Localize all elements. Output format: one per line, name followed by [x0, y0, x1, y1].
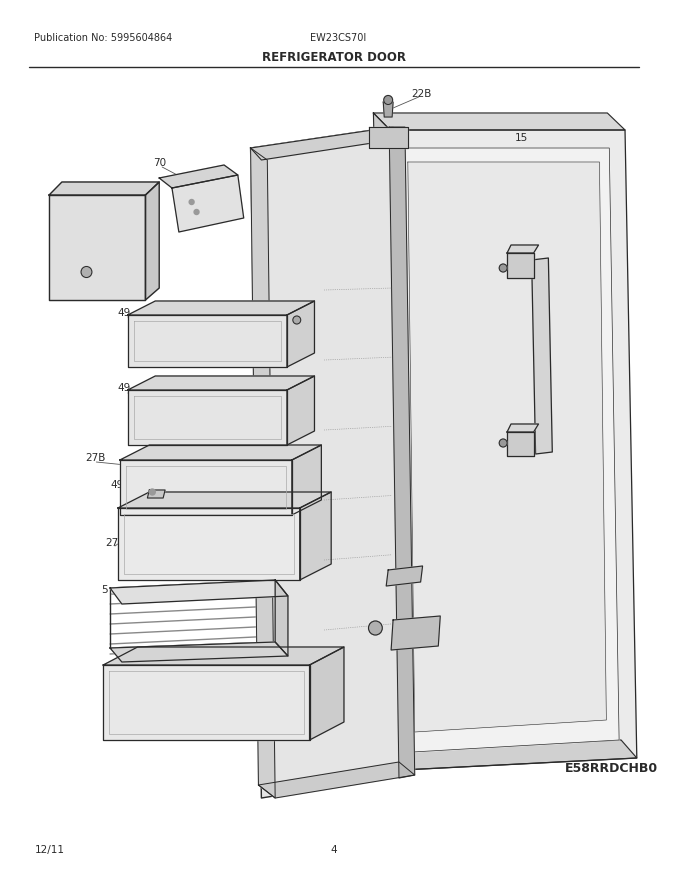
Text: 22B: 22B	[411, 89, 431, 99]
Text: 49A: 49A	[110, 480, 131, 490]
Polygon shape	[389, 127, 415, 778]
Text: 21A: 21A	[424, 638, 445, 648]
Polygon shape	[118, 508, 300, 580]
Text: 49: 49	[118, 308, 131, 318]
Polygon shape	[387, 740, 636, 770]
Polygon shape	[146, 182, 159, 300]
Polygon shape	[49, 182, 159, 195]
Text: REFRIGERATOR DOOR: REFRIGERATOR DOOR	[262, 50, 406, 63]
Circle shape	[369, 621, 382, 635]
Text: 7: 7	[57, 188, 64, 198]
Polygon shape	[128, 376, 314, 390]
Text: 79: 79	[534, 440, 548, 450]
Circle shape	[499, 439, 507, 447]
Text: 79: 79	[534, 252, 548, 262]
Polygon shape	[386, 566, 422, 586]
Polygon shape	[251, 127, 405, 798]
Text: 49: 49	[118, 383, 131, 393]
Text: 6: 6	[303, 313, 309, 323]
Text: Publication No: 5995604864: Publication No: 5995604864	[35, 33, 173, 43]
Circle shape	[81, 267, 92, 277]
Polygon shape	[408, 162, 607, 732]
Polygon shape	[507, 253, 534, 278]
Text: 12/11: 12/11	[35, 845, 65, 855]
Polygon shape	[507, 432, 534, 456]
Polygon shape	[403, 148, 619, 752]
Text: 27A: 27A	[105, 538, 126, 548]
Circle shape	[499, 264, 507, 272]
Text: 4: 4	[330, 845, 337, 855]
Circle shape	[194, 209, 199, 215]
Text: 27B: 27B	[86, 453, 106, 463]
Polygon shape	[369, 127, 408, 148]
Polygon shape	[118, 492, 331, 508]
Text: 15: 15	[515, 133, 528, 143]
Polygon shape	[507, 245, 539, 253]
Polygon shape	[373, 113, 402, 770]
Text: 18: 18	[554, 353, 568, 363]
Circle shape	[150, 489, 155, 495]
Polygon shape	[390, 130, 636, 770]
Text: 2: 2	[287, 175, 294, 185]
Polygon shape	[251, 148, 275, 798]
Polygon shape	[258, 762, 415, 798]
Polygon shape	[120, 460, 292, 515]
Polygon shape	[507, 424, 539, 432]
Polygon shape	[49, 195, 146, 300]
Polygon shape	[128, 315, 287, 367]
Polygon shape	[128, 301, 314, 315]
Text: E58RRDCHB0: E58RRDCHB0	[565, 761, 658, 774]
Polygon shape	[110, 580, 288, 604]
Polygon shape	[292, 445, 322, 515]
Polygon shape	[300, 492, 331, 580]
Polygon shape	[110, 642, 288, 662]
Circle shape	[293, 316, 301, 324]
Polygon shape	[103, 647, 344, 665]
Polygon shape	[251, 127, 405, 160]
Polygon shape	[148, 490, 165, 498]
Polygon shape	[373, 113, 625, 130]
Polygon shape	[275, 580, 288, 656]
Polygon shape	[309, 647, 344, 740]
Polygon shape	[128, 390, 287, 445]
Text: 5: 5	[101, 585, 108, 595]
Polygon shape	[287, 376, 314, 445]
Text: 4: 4	[110, 690, 117, 700]
Text: 22: 22	[364, 630, 377, 640]
Text: EW23CS70I: EW23CS70I	[309, 33, 366, 43]
Polygon shape	[172, 175, 243, 232]
Polygon shape	[532, 258, 552, 454]
Polygon shape	[103, 665, 309, 740]
Polygon shape	[287, 301, 314, 367]
Text: 70: 70	[153, 158, 167, 168]
Circle shape	[384, 96, 392, 105]
Text: 80: 80	[494, 258, 507, 268]
Text: 80: 80	[494, 433, 507, 443]
Polygon shape	[391, 616, 440, 650]
Polygon shape	[384, 102, 393, 117]
Circle shape	[189, 200, 194, 204]
Polygon shape	[159, 165, 238, 188]
Text: 13A: 13A	[421, 565, 441, 575]
Polygon shape	[120, 445, 322, 460]
